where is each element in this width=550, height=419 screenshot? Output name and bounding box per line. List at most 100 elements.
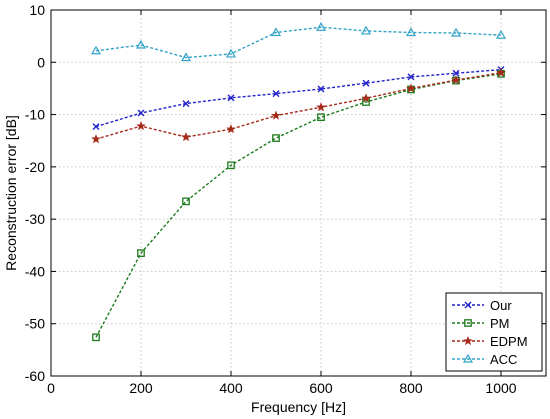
data-point: [92, 123, 100, 131]
x-tick-label: 800: [399, 380, 423, 396]
marker-square: [464, 319, 472, 327]
series-edpm: [91, 67, 506, 144]
legend-swatch-marker: [462, 353, 474, 363]
x-tick-label: 200: [129, 380, 153, 396]
marker-square: [182, 197, 190, 206]
data-point: [315, 22, 327, 31]
data-point: [450, 27, 462, 37]
data-point: [317, 85, 325, 93]
marker-triangle: [180, 52, 192, 62]
data-point: [91, 134, 101, 144]
legend: Our PM EDPM ACC: [445, 292, 543, 372]
marker-triangle: [495, 29, 507, 39]
series-line: [95, 26, 502, 59]
data-point: [272, 134, 280, 142]
data-point: [496, 67, 506, 77]
legend-label: EDPM: [490, 334, 528, 349]
marker-star: [406, 83, 416, 93]
data-point: [270, 27, 282, 37]
data-point: [226, 124, 236, 134]
data-point: [452, 69, 460, 77]
data-point: [272, 90, 280, 98]
marker-star: [181, 132, 191, 142]
marker-triangle: [360, 25, 372, 35]
marker-star: [136, 121, 146, 131]
marker-stroke: [272, 90, 280, 98]
x-tick-label: 1000: [485, 380, 516, 396]
y-tick-label: -20: [25, 159, 45, 175]
marker-triangle: [450, 27, 462, 37]
legend-item-our: Our: [452, 298, 512, 313]
data-point: [271, 110, 281, 120]
data-point: [182, 197, 190, 206]
y-tick-label: -10: [25, 107, 45, 123]
marker-stroke: [452, 69, 460, 77]
marker-triangle: [135, 39, 147, 49]
data-point: [407, 73, 415, 81]
legend-item-edpm: EDPM: [452, 334, 528, 349]
marker-square: [227, 161, 235, 170]
y-tick-label: -40: [25, 263, 45, 279]
marker-stroke: [464, 301, 472, 309]
data-point: [135, 39, 147, 49]
data-point: [317, 113, 325, 122]
data-point: [136, 121, 146, 131]
data-point: [361, 93, 371, 103]
legend-swatch-marker: [464, 301, 472, 309]
data-point: [227, 94, 235, 102]
legend-box: [445, 292, 543, 372]
marker-triangle: [270, 27, 282, 37]
marker-stroke: [362, 79, 370, 87]
y-tick-label: -50: [25, 316, 45, 332]
marker-square: [137, 249, 145, 257]
marker-star: [271, 110, 281, 120]
data-point: [181, 132, 191, 142]
y-tick-label: 0: [37, 54, 45, 70]
series: [90, 22, 507, 342]
marker-triangle: [90, 45, 102, 55]
data-point: [406, 83, 416, 93]
legend-label: ACC: [490, 352, 517, 367]
marker-star: [451, 75, 461, 85]
data-point: [362, 79, 370, 87]
series-acc: [90, 22, 507, 62]
legend-items: Our PM EDPM ACC: [452, 298, 528, 367]
y-axis-label: Reconstruction error [dB]: [3, 115, 19, 271]
legend-item-acc: ACC: [452, 352, 517, 367]
data-point: [92, 333, 100, 342]
marker-stroke: [317, 85, 325, 93]
marker-triangle: [462, 353, 474, 363]
marker-star: [496, 67, 506, 77]
marker-triangle: [225, 48, 237, 58]
marker-square: [272, 134, 280, 142]
legend-label: Our: [490, 298, 512, 313]
legend-swatch-marker: [464, 319, 472, 327]
marker-stroke: [407, 73, 415, 81]
series-our: [92, 66, 505, 131]
legend-item-pm: PM: [452, 316, 510, 331]
data-point: [405, 27, 417, 37]
x-axis-label: Frequency [Hz]: [251, 399, 346, 415]
marker-star: [226, 124, 236, 134]
data-point: [495, 29, 507, 39]
marker-triangle: [405, 27, 417, 37]
data-point: [227, 161, 235, 170]
data-point: [316, 102, 326, 112]
data-point: [182, 100, 190, 108]
x-tick-label: 0: [47, 380, 55, 396]
marker-star: [361, 93, 371, 103]
ticks: 0 200 400 600 800 1000 10 0 -10 -20 -30 -40 -50 -60: [25, 2, 546, 396]
data-point: [137, 109, 145, 117]
data-point: [90, 45, 102, 55]
marker-star: [463, 335, 473, 346]
marker-stroke: [137, 109, 145, 117]
x-tick-label: 600: [309, 380, 333, 396]
y-tick-label: 10: [29, 2, 45, 18]
marker-stroke: [92, 123, 100, 131]
data-point: [180, 52, 192, 62]
series-line: [95, 73, 502, 338]
marker-square: [92, 333, 100, 342]
marker-triangle: [315, 22, 327, 31]
data-point: [451, 75, 461, 85]
